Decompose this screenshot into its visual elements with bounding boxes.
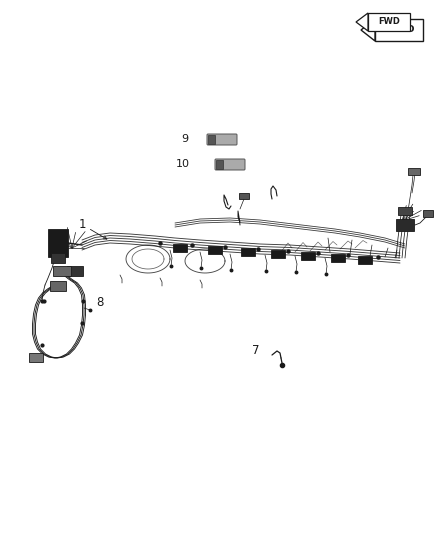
Bar — [29, 352, 43, 361]
FancyBboxPatch shape — [207, 134, 237, 145]
Text: 9: 9 — [181, 134, 188, 144]
Bar — [396, 219, 414, 231]
Bar — [331, 254, 345, 262]
Bar — [423, 209, 433, 216]
Polygon shape — [356, 13, 368, 31]
Bar — [301, 252, 315, 260]
FancyBboxPatch shape — [375, 19, 423, 41]
Bar — [173, 244, 187, 252]
Bar — [408, 167, 420, 174]
Bar — [241, 248, 255, 256]
Bar — [208, 246, 222, 254]
Bar — [67, 266, 83, 276]
FancyBboxPatch shape — [215, 159, 245, 170]
Bar — [398, 207, 412, 215]
Bar — [358, 256, 372, 264]
Bar — [271, 250, 285, 258]
Bar — [208, 135, 215, 144]
Bar — [53, 266, 71, 276]
Text: FWD: FWD — [391, 26, 415, 35]
Bar — [50, 281, 66, 291]
Text: 8: 8 — [96, 296, 104, 310]
Bar — [51, 253, 65, 263]
Bar — [48, 229, 68, 257]
Bar — [239, 193, 249, 199]
Text: FWD: FWD — [378, 18, 400, 27]
Text: 7: 7 — [252, 344, 260, 358]
Text: 10: 10 — [176, 159, 190, 169]
Text: 1: 1 — [78, 219, 86, 231]
Bar — [368, 13, 410, 31]
Bar — [216, 160, 223, 169]
Polygon shape — [361, 19, 375, 41]
